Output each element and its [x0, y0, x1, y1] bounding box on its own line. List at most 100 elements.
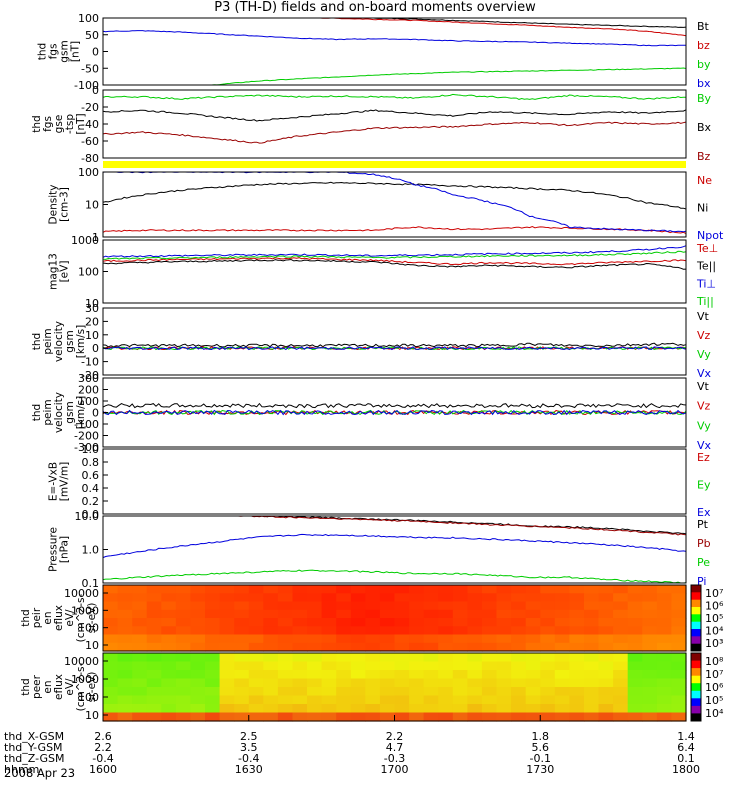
heatmap-cell [438, 642, 454, 652]
heatmap-cell [350, 653, 366, 663]
legend-Pi: Pi [697, 575, 706, 588]
y-axis-label-line: [km/s] [75, 325, 87, 359]
y-axis-label-line: fgs [42, 116, 54, 132]
heatmap-cell [423, 626, 439, 636]
heatmap-cell [584, 634, 600, 644]
heatmap-cell [350, 661, 366, 671]
heatmap-cell [336, 585, 352, 594]
heatmap-cell [525, 618, 541, 627]
heatmap-cell [627, 618, 643, 627]
heatmap-cell [146, 712, 162, 722]
heatmap-cell [117, 609, 133, 619]
heatmap-cell [642, 618, 658, 627]
heatmap-cell [671, 626, 687, 636]
y-tick-label: 100 [78, 622, 99, 635]
heatmap-cell [379, 642, 396, 652]
colorbar-segment [691, 690, 701, 699]
heatmap-cell [379, 687, 396, 697]
heatmap-cell [642, 687, 658, 697]
heatmap-cell [248, 661, 264, 671]
heatmap-cell [613, 704, 629, 714]
heatmap-cell [438, 585, 454, 594]
heatmap-cell [263, 661, 279, 671]
heatmap-cell [379, 634, 396, 644]
heatmap-cell [671, 661, 687, 671]
colorbar-segment [691, 599, 701, 608]
heatmap-cell [248, 712, 264, 722]
heatmap-cell [263, 653, 279, 663]
heatmap-cell [321, 704, 337, 714]
x-axis-value: 1800 [672, 763, 700, 776]
colorbar-segment [691, 683, 701, 692]
heatmap-cell [263, 678, 279, 688]
y-axis-label: thd peir en eflux eV/(cm^2-s-sr-eV) [20, 593, 98, 642]
y-axis-label: Density [cm-3] [48, 185, 71, 225]
heatmap-cell [205, 634, 221, 644]
heatmap-cell [103, 626, 119, 636]
heatmap-cell [103, 653, 119, 663]
heatmap-cell [496, 609, 512, 619]
heatmap-cell [627, 642, 643, 652]
heatmap-cell [642, 642, 658, 652]
heatmap-cell [452, 712, 468, 722]
heatmap-cell [438, 618, 454, 627]
heatmap-cell [481, 601, 498, 611]
series-line-Pt [103, 515, 687, 535]
heatmap-cell [569, 626, 585, 636]
heatmap-cell [540, 593, 556, 603]
heatmap-cell [219, 609, 235, 619]
heatmap-cell [554, 670, 570, 680]
heatmap-cell [132, 618, 148, 627]
heatmap-cell [175, 653, 192, 663]
heatmap-cell [277, 626, 294, 636]
heatmap-cell [117, 695, 133, 705]
heatmap-cell [365, 634, 381, 644]
heatmap-cell [292, 642, 308, 652]
heatmap-cell [307, 642, 323, 652]
heatmap-cell [656, 695, 673, 705]
heatmap-cell [336, 601, 352, 611]
heatmap-cell [234, 609, 250, 619]
heatmap-cell [190, 687, 206, 697]
heatmap-cell [307, 678, 323, 688]
heatmap-cell [336, 642, 352, 652]
heatmap-cell [190, 695, 206, 705]
heatmap-cell [656, 642, 673, 652]
x-axis-value: 0.1 [677, 752, 695, 765]
colorbar-tick-label: 10⁷ [705, 668, 723, 681]
heatmap-cell [234, 593, 250, 603]
heatmap-cell [656, 712, 673, 722]
heatmap-cell [205, 609, 221, 619]
heatmap-cell [307, 653, 323, 663]
heatmap-cell [263, 704, 279, 714]
heatmap-cell [452, 695, 468, 705]
heatmap-cell [671, 653, 687, 663]
y-tick-label: 1000 [71, 673, 99, 686]
y-tick-label: -20 [81, 101, 99, 114]
heatmap-cell [175, 618, 192, 627]
y-axis-label-line: peer [31, 674, 43, 699]
heatmap-cell [467, 712, 483, 722]
heatmap-cell [103, 601, 119, 611]
heatmap-cell [481, 653, 498, 663]
heatmap-cell [642, 678, 658, 688]
heatmap-cell [540, 661, 556, 671]
y-axis-label: thd fgs gsm [nT] [37, 40, 82, 62]
colorbar-tick-label: 10⁴ [705, 625, 724, 638]
y-tick-label: 0.8 [82, 456, 100, 469]
heatmap-cell [671, 585, 687, 594]
y-axis-label: thd fgs gse -tsp [nT] [31, 113, 87, 134]
series-line-Bz [102, 121, 687, 144]
heatmap-cell [190, 661, 206, 671]
heatmap-cell [569, 704, 585, 714]
heatmap-cell [656, 593, 673, 603]
heatmap-cell [569, 585, 585, 594]
heatmap-cell [467, 618, 483, 627]
heatmap-cell [409, 661, 425, 671]
heatmap-cell [467, 626, 483, 636]
heatmap-cell [205, 626, 221, 636]
x-axis-value: -0.4 [238, 752, 259, 765]
heatmap-cell [117, 712, 133, 722]
legend-Pe: Pe [697, 556, 710, 569]
